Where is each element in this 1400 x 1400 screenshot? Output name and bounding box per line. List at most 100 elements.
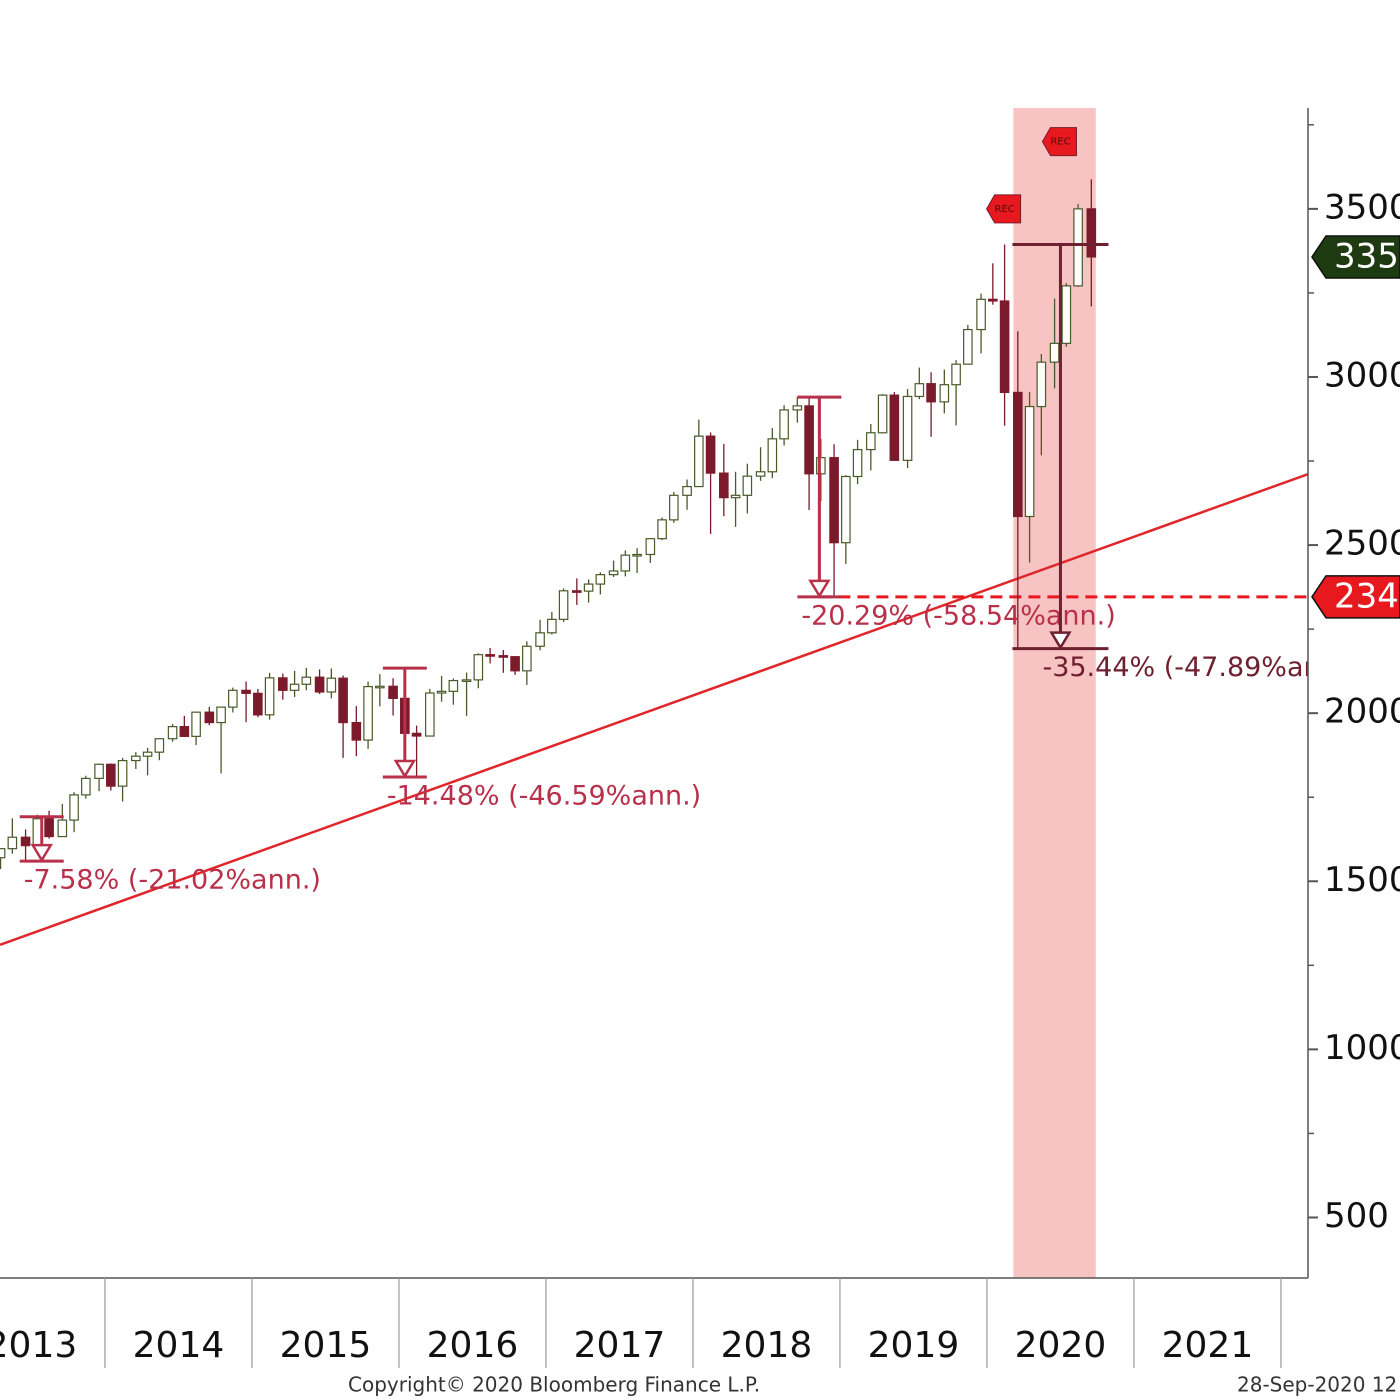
candle-body <box>81 777 91 796</box>
candle-body <box>730 494 741 499</box>
candle-body <box>1086 208 1097 258</box>
rec-flag-label: REC <box>1050 137 1070 148</box>
candle-body <box>57 819 68 838</box>
candle-body <box>595 574 606 585</box>
candle-body <box>657 519 667 540</box>
candle-body <box>522 645 532 672</box>
trend-line <box>0 472 1308 946</box>
candle-body <box>866 432 876 451</box>
x-tick-label: 2013 <box>0 1325 77 1366</box>
candle-body <box>705 435 716 474</box>
candle-body <box>0 848 6 859</box>
candle-body <box>94 763 104 779</box>
candle-body <box>902 395 913 461</box>
candle-body <box>375 685 385 689</box>
candle-body <box>682 485 692 496</box>
candle-body <box>963 328 973 365</box>
candle-body <box>314 676 325 693</box>
y-tick-label: 3500 <box>1324 187 1400 227</box>
last-price-label: 3357 <box>1334 236 1400 276</box>
candle-body <box>425 692 435 737</box>
drawdown-arrow <box>808 579 831 599</box>
candle-body <box>742 475 753 496</box>
candle-body <box>1024 405 1035 518</box>
candle-body <box>142 751 153 757</box>
candle-body <box>351 721 362 741</box>
candle-body <box>117 759 128 787</box>
copyright: Copyright© 2020 Bloomberg Finance L.P. <box>348 1373 760 1397</box>
candle-body <box>289 683 300 691</box>
candle-body <box>326 677 337 693</box>
candle-body <box>779 409 789 440</box>
candle-body <box>583 583 594 592</box>
rec-flag-label: REC <box>994 204 1014 215</box>
candle-body <box>363 686 373 741</box>
candle-body <box>498 655 509 658</box>
y-tick-label: 1500 <box>1324 860 1400 900</box>
candle-body <box>1073 208 1083 287</box>
candle-body <box>436 690 447 694</box>
candle-body <box>572 590 582 593</box>
candle-body <box>877 394 888 434</box>
candle-body <box>106 763 116 787</box>
candle-body <box>44 818 54 838</box>
candle-body <box>792 405 803 411</box>
support-label: 2346 <box>1334 576 1400 616</box>
date-stamp: 28-Sep-2020 12 <box>1237 1373 1397 1397</box>
candle-body <box>253 692 263 716</box>
candle-body <box>620 554 631 572</box>
candle-body <box>547 618 557 634</box>
candle-body <box>1036 361 1047 408</box>
x-tick-label: 2019 <box>868 1325 960 1366</box>
candle-body <box>558 590 569 620</box>
candle-body <box>755 471 766 477</box>
candle-body <box>278 677 288 691</box>
candle-body <box>411 732 422 737</box>
x-tick-label: 2015 <box>280 1325 372 1366</box>
candle-body <box>216 706 226 724</box>
candle-body <box>1049 342 1060 363</box>
candle-body <box>669 494 679 521</box>
x-tick-label: 2020 <box>1015 1325 1107 1366</box>
drawdown-label: -7.58% (-21.02%ann.) <box>24 865 321 896</box>
candle-body <box>191 711 201 737</box>
candle-body <box>719 472 729 499</box>
drawdown-label: -20.29% (-58.54%ann.) <box>801 600 1115 631</box>
candle-body <box>841 475 851 544</box>
candle-body <box>889 394 900 461</box>
candle-body <box>388 685 398 699</box>
candle-body <box>510 656 520 672</box>
drawdown-label: -35.44% (-47.89%ann.) <box>1042 652 1356 683</box>
y-tick-label: 3000 <box>1324 355 1400 395</box>
x-tick-label: 2017 <box>574 1325 666 1366</box>
candle-body <box>632 553 642 557</box>
candle-body <box>241 689 251 694</box>
candle-body <box>69 794 79 821</box>
candle-body <box>988 298 998 302</box>
candle-body <box>645 538 656 556</box>
x-tick-label: 2014 <box>133 1325 225 1366</box>
candle-body <box>204 711 215 724</box>
candle-body <box>976 298 986 331</box>
candle-body <box>926 383 936 403</box>
y-tick-label: 2000 <box>1324 692 1400 732</box>
candle-body <box>829 457 839 544</box>
candle-body <box>535 632 545 647</box>
y-tick-label: 1000 <box>1324 1028 1400 1068</box>
candle-body <box>951 363 961 386</box>
recession-band <box>1013 108 1096 1278</box>
x-tick-label: 2018 <box>721 1325 813 1366</box>
drawdown-arrow <box>1049 631 1072 651</box>
candle-body <box>939 384 950 403</box>
candle-body <box>804 405 814 475</box>
last-price-tag <box>1311 235 1400 279</box>
candle-body <box>228 689 238 708</box>
y-tick-label: 500 <box>1324 1196 1389 1236</box>
candle-body <box>461 679 472 682</box>
candle-body <box>473 654 484 681</box>
candle-body <box>338 677 348 724</box>
candle-body <box>694 435 704 488</box>
y-tick-label: 2500 <box>1324 524 1400 564</box>
candle-body <box>301 676 312 685</box>
support-tag <box>1311 575 1400 619</box>
